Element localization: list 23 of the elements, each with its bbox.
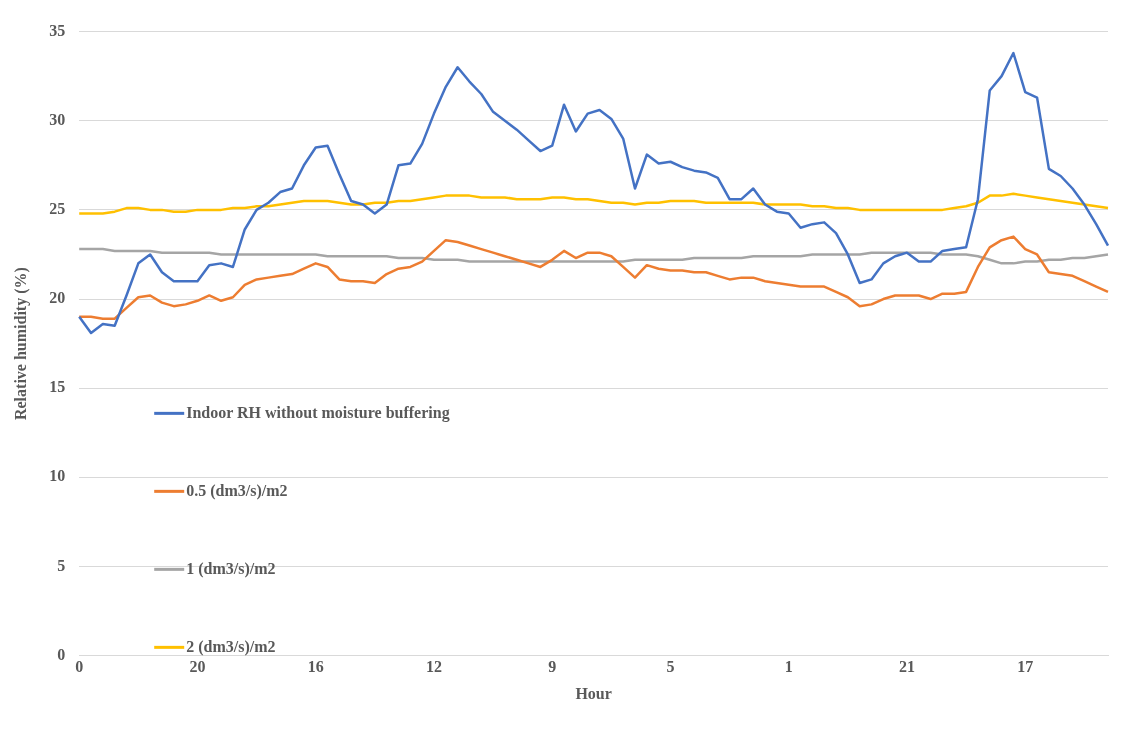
x-tick-label: 12 — [425, 658, 442, 676]
legend-label: Indoor RH without moisture buffering — [186, 403, 450, 422]
x-tick-label: 5 — [666, 658, 675, 676]
y-tick-label: 5 — [57, 556, 66, 574]
y-tick-label: 25 — [49, 200, 66, 218]
x-tick-label: 9 — [548, 658, 557, 676]
x-tick-label: 21 — [898, 658, 915, 676]
x-tick-label: 0 — [75, 658, 84, 676]
y-tick-label: 20 — [49, 289, 66, 307]
legend-label: 0.5 (dm3/s)/m2 — [186, 481, 288, 500]
y-tick-label: 10 — [49, 467, 66, 485]
x-axis-title: Hour — [575, 684, 612, 702]
legend-label: 1 (dm3/s)/m2 — [186, 559, 276, 578]
legend-label: 2 (dm3/s)/m2 — [186, 637, 276, 656]
y-tick-label: 30 — [49, 110, 66, 128]
x-tick-label: 1 — [784, 658, 793, 676]
y-tick-label: 35 — [49, 21, 66, 39]
y-tick-label: 15 — [49, 378, 66, 396]
x-tick-label: 16 — [307, 658, 324, 676]
x-tick-label: 20 — [189, 658, 206, 676]
y-tick-label: 0 — [57, 645, 66, 663]
x-tick-label: 17 — [1017, 658, 1034, 676]
y-axis-title: Relative humidity (%) — [11, 267, 30, 421]
